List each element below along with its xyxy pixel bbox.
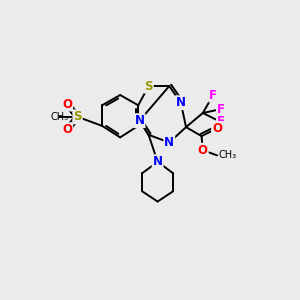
Text: N: N <box>164 136 174 149</box>
Text: O: O <box>62 98 72 110</box>
Text: O: O <box>62 123 72 136</box>
Text: N: N <box>134 114 145 127</box>
Text: F: F <box>217 116 225 128</box>
Text: S: S <box>144 80 153 92</box>
Text: F: F <box>209 88 217 101</box>
Text: CH₃: CH₃ <box>50 112 68 122</box>
Text: N: N <box>176 96 186 109</box>
Text: CH₃: CH₃ <box>218 150 236 160</box>
Text: F: F <box>217 103 225 116</box>
Text: N: N <box>153 155 163 168</box>
Text: O: O <box>212 122 222 135</box>
Text: S: S <box>73 110 82 123</box>
Text: O: O <box>198 144 208 157</box>
